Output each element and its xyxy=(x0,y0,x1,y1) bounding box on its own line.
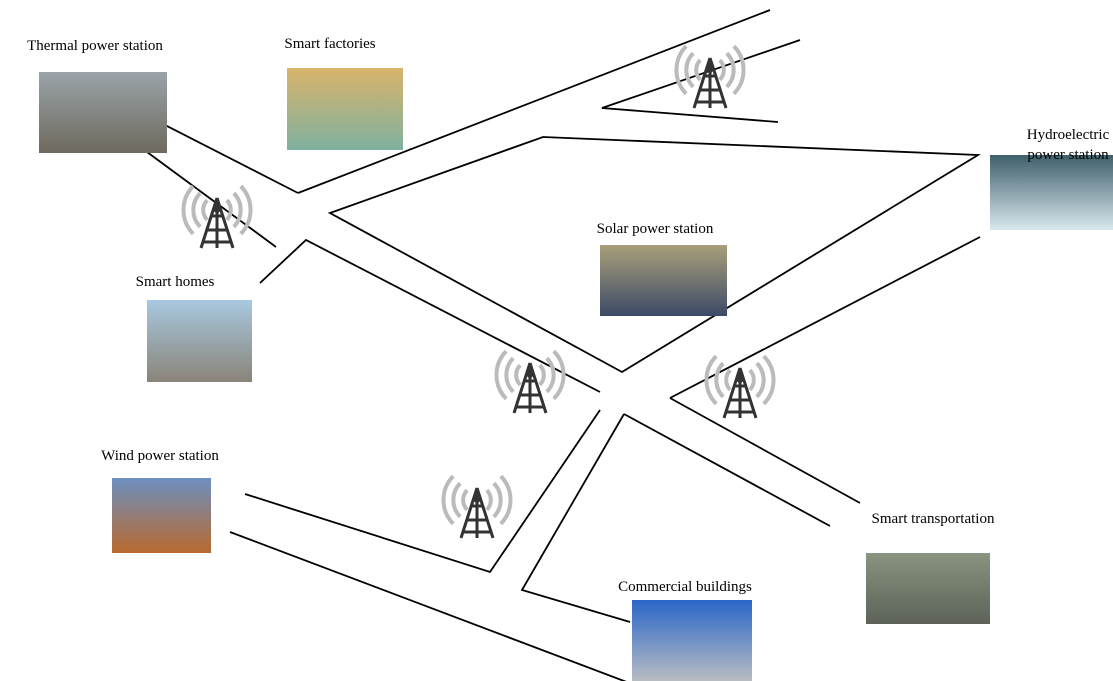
cell-tower xyxy=(496,351,563,413)
signal-arc xyxy=(453,483,460,517)
node: Wind power station xyxy=(101,448,219,553)
tower-top xyxy=(214,207,220,213)
node-image xyxy=(112,478,211,553)
signal-arc xyxy=(506,358,513,392)
signal-arc xyxy=(727,53,734,87)
tower-top xyxy=(527,372,533,378)
signal-arc xyxy=(686,53,693,87)
road xyxy=(260,240,600,392)
node-label: Wind power station xyxy=(101,448,219,464)
node-image xyxy=(39,72,167,153)
roads xyxy=(147,10,980,681)
road xyxy=(602,40,800,122)
signal-arc xyxy=(487,490,491,510)
node: Smart homes xyxy=(136,274,252,382)
node: Smart factories xyxy=(284,36,403,150)
page: {"nodes": [ {"label": "Thermal power sta… xyxy=(0,0,1113,681)
cell-tower xyxy=(183,186,250,248)
cell-tower xyxy=(676,46,743,108)
road xyxy=(670,398,860,503)
node-label: Smart factories xyxy=(284,36,375,52)
diagram: Thermal power station Smart factories Smar… xyxy=(0,0,1113,681)
signal-arc xyxy=(203,200,207,220)
node-label: Smart homes xyxy=(136,274,215,290)
road xyxy=(165,125,298,193)
signal-arc xyxy=(494,483,501,517)
node: Smart transportation xyxy=(866,511,995,624)
node-label: Solar power station xyxy=(597,221,714,237)
signal-arc xyxy=(540,365,544,385)
signal-arc xyxy=(516,365,520,385)
signal-arc xyxy=(547,358,554,392)
cell-tower xyxy=(706,356,773,418)
node-image xyxy=(147,300,252,382)
signal-arc xyxy=(750,370,754,390)
node-image xyxy=(287,68,403,150)
node-label: Smart transportation xyxy=(872,511,995,527)
signal-arc xyxy=(227,200,231,220)
node-image xyxy=(990,155,1113,230)
node: Hydroelectric power station xyxy=(990,127,1113,230)
node-label: Thermal power station xyxy=(27,38,163,54)
node: Commercial buildings xyxy=(618,579,752,681)
signal-arc xyxy=(234,193,241,227)
tower-top xyxy=(707,67,713,73)
signal-arc xyxy=(463,490,467,510)
signal-arc xyxy=(193,193,200,227)
road xyxy=(230,532,632,681)
signal-arc xyxy=(716,363,723,397)
node-image xyxy=(600,245,727,316)
tower-top xyxy=(737,377,743,383)
node: Thermal power station xyxy=(27,38,167,153)
node-image xyxy=(632,600,752,681)
signal-arc xyxy=(726,370,730,390)
node-label: power station xyxy=(1027,147,1109,163)
node-image xyxy=(866,553,990,624)
signal-arc xyxy=(757,363,764,397)
signal-arc xyxy=(696,60,700,80)
signal-arc xyxy=(720,60,724,80)
tower-top xyxy=(474,497,480,503)
node: Solar power station xyxy=(597,221,727,316)
nodes: Thermal power station Smart factories Smar… xyxy=(27,36,1113,681)
road xyxy=(147,152,276,247)
cell-tower xyxy=(443,476,510,538)
node-label: Hydroelectric xyxy=(1027,127,1110,143)
node-label: Commercial buildings xyxy=(618,579,752,595)
